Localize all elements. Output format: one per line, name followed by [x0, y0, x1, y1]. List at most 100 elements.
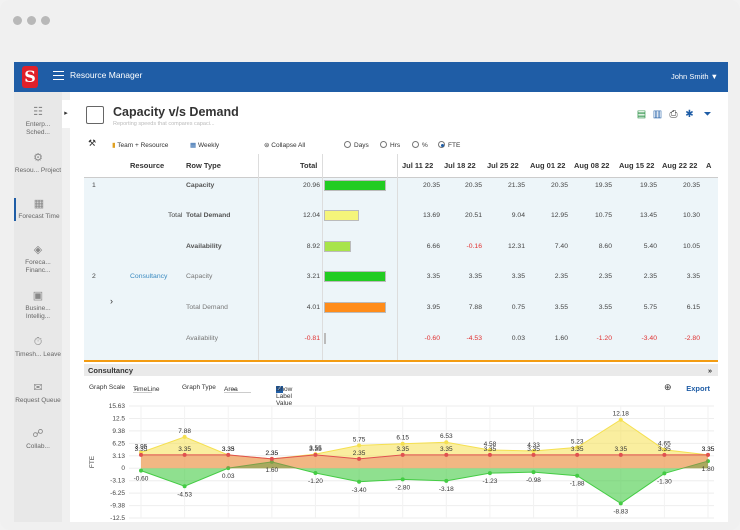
graph-scale-value: TimeLine: [133, 386, 160, 393]
resource-project-icon: ⚙: [33, 152, 43, 164]
cell-value: -3.40: [641, 335, 658, 342]
radio-circle: [412, 141, 419, 148]
data-label: 5.75: [353, 436, 366, 443]
weekly-toggle[interactable]: ▦ Weekly: [190, 141, 219, 149]
column-header-date[interactable]: Aug 08 22: [574, 161, 610, 170]
chevron-down-icon[interactable]: »: [707, 366, 712, 375]
sidebar-item[interactable]: ⚙ Resou... Project: [14, 152, 62, 175]
column-header-date[interactable]: Aug 15 22: [619, 161, 655, 170]
radio-hrs[interactable]: Hrs: [380, 141, 400, 149]
sidebar-item[interactable]: ▦ Forecast Time: [14, 198, 62, 221]
request-queue-icon: ✉: [33, 382, 43, 394]
column-header-date[interactable]: Jul 18 22: [444, 161, 476, 170]
cell-value: 12.95: [550, 212, 568, 219]
radio-days[interactable]: Days: [344, 141, 369, 149]
data-point: [575, 473, 580, 478]
y-axis-label: FTE: [89, 455, 96, 468]
data-point: [313, 452, 318, 457]
radio-label: Hrs: [390, 142, 401, 149]
app-logo[interactable]: S: [22, 66, 38, 88]
data-point: [487, 471, 492, 476]
data-label: -2.80: [395, 484, 410, 491]
data-label: 7.88: [178, 428, 191, 435]
sidebar-collapse-chevron-icon[interactable]: ▸: [62, 100, 70, 128]
radio-label: FTE: [448, 142, 461, 149]
resource-name[interactable]: Consultancy: [130, 273, 168, 280]
sidebar-item[interactable]: ✉ Request Queue: [14, 382, 62, 405]
cell-value: 2.35: [643, 273, 657, 280]
window-dot-icon[interactable]: [27, 16, 36, 25]
series-line: [140, 460, 709, 504]
chart-panel-header[interactable]: Consultancy »: [84, 364, 718, 376]
table-row[interactable]: [84, 178, 718, 208]
graph-scale-select[interactable]: TimeLine ⌄: [133, 385, 160, 393]
data-label: -3.18: [439, 486, 454, 493]
series-line: [141, 454, 708, 460]
user-menu[interactable]: John Smith ▼: [670, 72, 718, 81]
cell-value: -2.80: [684, 335, 701, 342]
cell-value: 3.55: [554, 304, 568, 311]
page-report-icon: [86, 106, 104, 124]
column-header-date[interactable]: Jul 25 22: [487, 161, 519, 170]
sidebar-item[interactable]: ▣ Busine... Intellig...: [14, 290, 62, 321]
collapse-all-button[interactable]: ⊜ Collapse All: [264, 141, 305, 149]
print-icon[interactable]: ⎙: [669, 109, 678, 120]
data-point: [400, 477, 405, 482]
timesheet-icon: ⏱: [33, 336, 43, 348]
cell-value: -4.53: [466, 335, 483, 342]
data-label: 1.60: [266, 467, 279, 474]
settings-tools-icon[interactable]: ⚒: [88, 138, 97, 148]
data-label: 3.35: [571, 446, 584, 453]
series-area: [141, 419, 708, 469]
grid-header: Resource Row Type Total Jul 11 22 Jul 18 …: [84, 154, 718, 178]
column-header-date[interactable]: Aug 22 22: [662, 161, 698, 170]
excel-export-icon[interactable]: ▤: [636, 109, 647, 120]
column-header-row-type[interactable]: Row Type: [186, 161, 221, 170]
radio-fte[interactable]: FTE: [438, 141, 460, 149]
cell-value: 20.35: [682, 182, 700, 189]
share-icon[interactable]: ✱: [685, 109, 694, 120]
team-resource-toggle[interactable]: ▮ Team + Resource: [112, 141, 168, 149]
column-header-date[interactable]: Jul 11 22: [402, 161, 434, 170]
team-icon: ▮: [112, 142, 116, 149]
y-tick-label: 0: [121, 465, 125, 472]
sidebar-item[interactable]: ◈ Foreca... Financ...: [14, 244, 62, 275]
radio-percent[interactable]: %: [412, 141, 428, 149]
expand-row-chevron-icon[interactable]: ›: [110, 296, 113, 306]
filter-icon[interactable]: ⏷: [703, 109, 712, 120]
column-header-date[interactable]: A: [706, 161, 712, 170]
sidebar-item[interactable]: ☷ Enterp... Sched...: [14, 106, 62, 137]
cell-value: 6.66: [426, 243, 440, 250]
sidebar-item[interactable]: ⏱ Timesh... Leave: [14, 336, 62, 359]
main-content: Capacity v/s Demand Reporting speeds tha…: [70, 92, 728, 522]
y-tick-label: 12.5: [112, 415, 125, 422]
business-intelligence-icon: ▣: [32, 290, 44, 302]
table-row[interactable]: [84, 269, 718, 299]
column-header-date[interactable]: Aug 01 22: [530, 161, 566, 170]
table-row[interactable]: [84, 331, 718, 360]
window-dot-icon[interactable]: [13, 16, 22, 25]
data-point: [487, 447, 492, 452]
table-row[interactable]: [84, 300, 718, 330]
zoom-icon[interactable]: ⊕: [664, 382, 672, 392]
total-bar: [324, 241, 351, 252]
area-chart: 15.63 12.5 9.38 6.25 3.13 0 -3.13 -6.25 -9.38 -12…: [89, 403, 715, 522]
column-header-resource[interactable]: Resource: [130, 161, 165, 170]
data-label: -1.30: [657, 478, 672, 485]
window-dot-icon[interactable]: [41, 16, 50, 25]
export-link[interactable]: Export: [686, 384, 710, 393]
graph-type-select[interactable]: Area ⌄: [224, 384, 251, 393]
sidebar-item[interactable]: ☍ Collab...: [14, 428, 62, 451]
data-label: 4.33: [527, 442, 540, 449]
sidebar-item-label: Collab...: [26, 443, 50, 450]
data-point: [662, 452, 667, 457]
document-icon[interactable]: ▥: [652, 109, 663, 120]
table-row[interactable]: [84, 239, 718, 269]
data-label: 3.35: [309, 446, 322, 453]
data-label: 3.95: [135, 444, 148, 451]
collapse-all-label: Collapse All: [271, 142, 306, 149]
column-header-total[interactable]: Total: [300, 161, 318, 170]
hamburger-menu-icon[interactable]: [53, 71, 64, 80]
row-type: Availability: [186, 243, 222, 250]
total-bar: [324, 271, 386, 282]
